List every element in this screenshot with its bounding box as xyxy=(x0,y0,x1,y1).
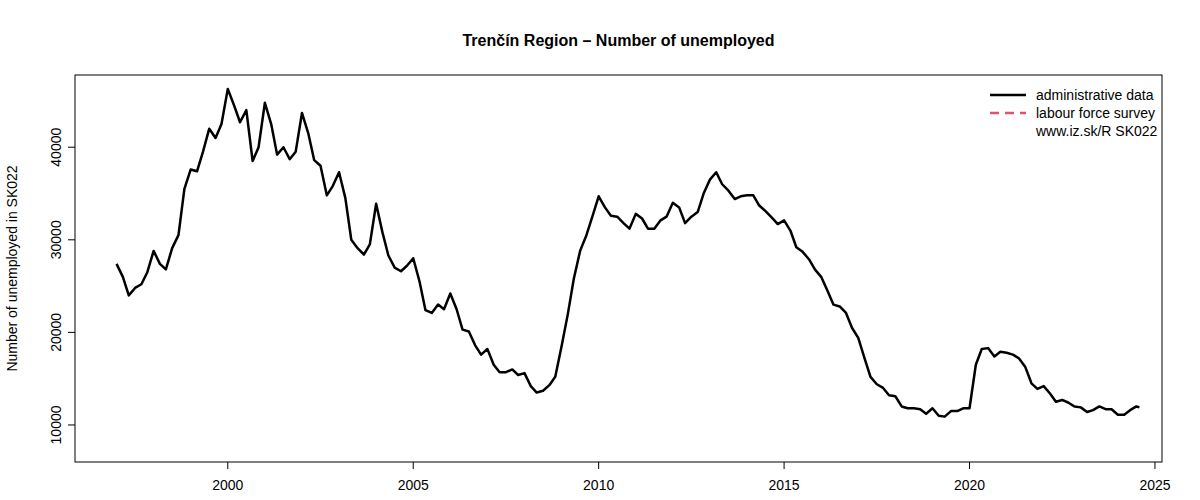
y-tick xyxy=(68,332,75,333)
y-tick-label: 10000 xyxy=(48,405,64,444)
y-tick xyxy=(68,147,75,148)
series-group xyxy=(117,89,1140,417)
y-axis-label: Number of unemployed in SK022 xyxy=(4,165,20,371)
y-tick xyxy=(68,424,75,425)
x-tick-label: 2010 xyxy=(583,477,614,493)
x-tick xyxy=(784,462,785,469)
plot-frame xyxy=(75,75,1162,462)
x-tick xyxy=(1154,462,1155,469)
x-tick-label: 2025 xyxy=(1139,477,1170,493)
y-tick-label: 30000 xyxy=(48,220,64,259)
x-tick xyxy=(413,462,414,469)
legend-label: labour force survey xyxy=(1036,105,1155,121)
x-tick xyxy=(598,462,599,469)
x-tick-label: 2020 xyxy=(954,477,985,493)
legend-swatch xyxy=(990,112,1026,115)
annotation: www.iz.sk/R SK022 xyxy=(1035,123,1158,139)
x-tick xyxy=(227,462,228,469)
legend-label: administrative data xyxy=(1036,87,1154,103)
x-tick-label: 2000 xyxy=(212,477,243,493)
x-tick-label: 2015 xyxy=(769,477,800,493)
data-line xyxy=(117,89,1140,417)
legend-swatch xyxy=(990,94,1026,97)
y-tick-label: 40000 xyxy=(48,128,64,167)
y-tick-label: 20000 xyxy=(48,313,64,352)
x-tick-label: 2005 xyxy=(398,477,429,493)
legend: administrative data labour force survey ww… xyxy=(990,87,1158,139)
chart: Trenčín Region – Number of unemployed Num… xyxy=(0,0,1200,500)
x-tick xyxy=(969,462,970,469)
y-tick xyxy=(68,239,75,240)
title: Trenčín Region – Number of unemployed xyxy=(462,32,774,49)
